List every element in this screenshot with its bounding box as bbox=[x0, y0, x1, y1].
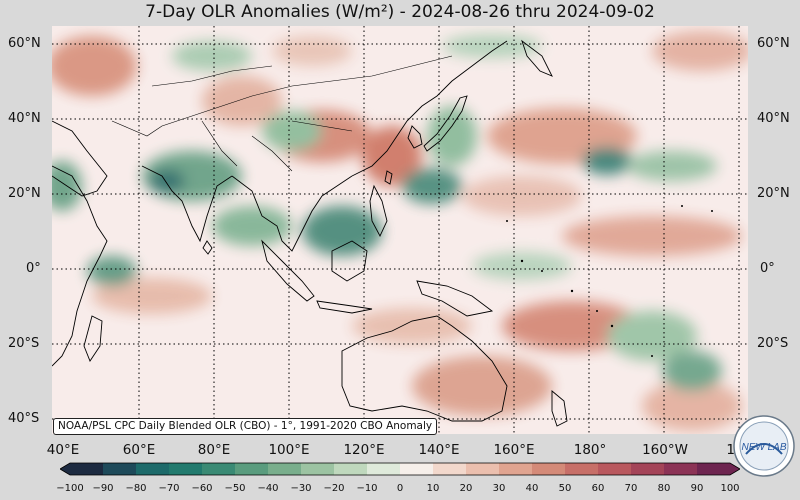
colorbar-tick-label: −90 bbox=[92, 483, 114, 494]
taiwan-coast bbox=[384, 170, 393, 185]
colorbar-segment bbox=[631, 463, 665, 475]
colorbar-tick-label: −10 bbox=[356, 483, 378, 494]
colorbar-tick-label: −60 bbox=[191, 483, 213, 494]
colorbar-tick-label: −30 bbox=[290, 483, 312, 494]
colorbar-segment bbox=[532, 463, 566, 475]
indochina-coast bbox=[231, 175, 353, 252]
madagascar-coast bbox=[83, 315, 103, 362]
colorbar bbox=[60, 462, 740, 476]
colorbar-extend-low bbox=[60, 463, 70, 475]
colorbar-tick-label: −80 bbox=[125, 483, 147, 494]
colorbar-tick-label: 30 bbox=[492, 483, 506, 494]
logo-text: NEW LAB bbox=[741, 442, 786, 453]
colorbar-segment bbox=[301, 463, 335, 475]
lat-label-right: 60°N bbox=[757, 36, 790, 51]
colorbar-segment bbox=[367, 463, 401, 475]
colorbar-tick-label: −100 bbox=[56, 483, 84, 494]
colorbar-tick-label: −40 bbox=[257, 483, 279, 494]
colorbar-segment bbox=[235, 463, 269, 475]
arabia-coast bbox=[52, 120, 108, 197]
japan-coast bbox=[423, 95, 468, 152]
lon-label: 160°W bbox=[642, 442, 688, 458]
colorbar-tick-label: 80 bbox=[657, 483, 671, 494]
colorbar-segment bbox=[598, 463, 632, 475]
australia-coast bbox=[341, 315, 508, 422]
colorbar-segment bbox=[334, 463, 368, 475]
colorbar-segment bbox=[499, 463, 533, 475]
lab-logo: NEW LAB bbox=[733, 415, 795, 477]
colorbar-segment bbox=[268, 463, 302, 475]
lat-label-right: 0° bbox=[760, 261, 775, 276]
borneo-coast bbox=[331, 240, 368, 282]
colorbar-tick-label: 10 bbox=[426, 483, 440, 494]
colorbar-segment bbox=[136, 463, 170, 475]
lat-label-left: 0° bbox=[26, 261, 41, 276]
colorbar-tick-label: 50 bbox=[558, 483, 572, 494]
colorbar-segment bbox=[664, 463, 698, 475]
colorbar-segment bbox=[202, 463, 236, 475]
colorbar-tick-label: 70 bbox=[624, 483, 638, 494]
kamchatka-coast bbox=[521, 39, 553, 77]
sumatra-coast bbox=[261, 239, 315, 302]
lon-label: 80°E bbox=[197, 442, 231, 458]
colorbar-outline bbox=[60, 462, 740, 476]
colorbar-segment bbox=[697, 463, 731, 475]
olr-anomaly-map bbox=[52, 26, 748, 434]
lon-label: 180° bbox=[573, 442, 607, 458]
colorbar-tick-label: 0 bbox=[396, 483, 404, 494]
colorbar-tick-label: 60 bbox=[591, 483, 605, 494]
lat-label-right: 20°S bbox=[757, 336, 789, 351]
india-coast bbox=[141, 165, 233, 243]
colorbar-tick-label: −20 bbox=[323, 483, 345, 494]
colorbar-segment bbox=[565, 463, 599, 475]
lon-label: 120°E bbox=[343, 442, 385, 458]
colorbar-tick-label: 40 bbox=[525, 483, 539, 494]
colorbar-tick-label: 90 bbox=[690, 483, 704, 494]
colorbar-segment bbox=[433, 463, 467, 475]
lat-label-right: 20°N bbox=[757, 186, 790, 201]
pacific-islands bbox=[506, 205, 713, 357]
philippines-coast bbox=[369, 184, 388, 238]
lat-label-left: 20°S bbox=[8, 336, 40, 351]
lon-label: 100°E bbox=[268, 442, 310, 458]
lat-label-left: 40°S bbox=[8, 411, 40, 426]
anomaly-field bbox=[52, 31, 748, 431]
korea-coast bbox=[407, 125, 423, 149]
colorbar-segment bbox=[169, 463, 203, 475]
africa-coast bbox=[52, 165, 108, 367]
gridlines bbox=[52, 26, 748, 434]
lon-label: 160°E bbox=[493, 442, 535, 458]
country-borders bbox=[111, 55, 453, 172]
lon-label: 60°E bbox=[122, 442, 156, 458]
newguinea-coast bbox=[416, 280, 494, 317]
colorbar-extend-high bbox=[730, 463, 740, 475]
lat-label-left: 20°N bbox=[8, 186, 41, 201]
colorbar-tick-label: −50 bbox=[224, 483, 246, 494]
chart-title: 7-Day OLR Anomalies (W/m²) - 2024-08-26 … bbox=[145, 2, 655, 22]
coastlines bbox=[52, 39, 568, 427]
china-coast bbox=[351, 40, 508, 177]
lat-label-left: 40°N bbox=[8, 111, 41, 126]
colorbar-tick-label: −70 bbox=[158, 483, 180, 494]
colorbar-tick-label: 20 bbox=[459, 483, 473, 494]
lat-label-left: 60°N bbox=[8, 36, 41, 51]
colorbar-segment bbox=[70, 463, 104, 475]
lon-label: 140°E bbox=[418, 442, 460, 458]
colorbar-segment bbox=[400, 463, 434, 475]
colorbar-segment bbox=[103, 463, 137, 475]
srilanka-coast bbox=[202, 240, 213, 255]
newzealand-coast bbox=[551, 390, 568, 427]
colorbar-tick-label: 100 bbox=[720, 483, 740, 494]
java-coast bbox=[316, 300, 373, 314]
lon-label: 40°E bbox=[46, 442, 80, 458]
colorbar-segment bbox=[466, 463, 500, 475]
data-source-credit: NOAA/PSL CPC Daily Blended OLR (CBO) - 1… bbox=[53, 418, 438, 435]
lat-label-right: 40°N bbox=[757, 111, 790, 126]
